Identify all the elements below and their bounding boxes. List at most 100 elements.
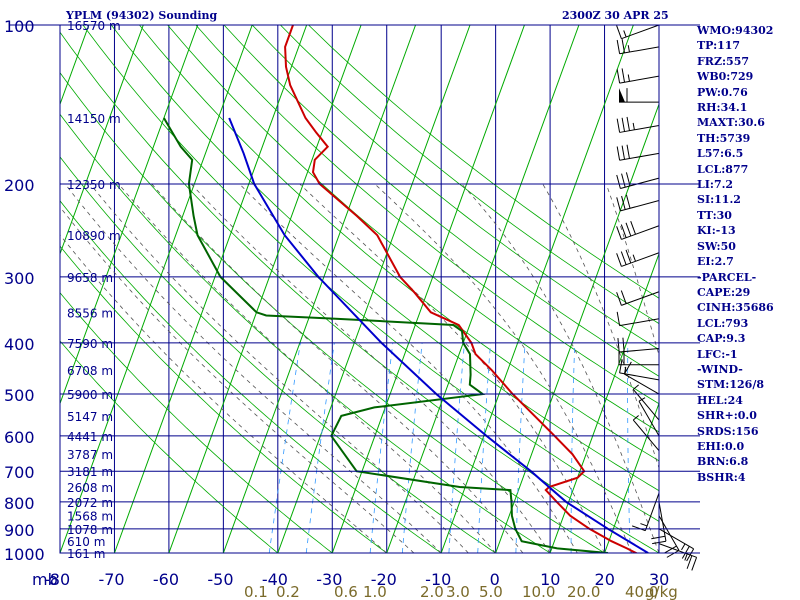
x-axis-unit: mb <box>32 570 58 589</box>
mixing-ratio-line <box>369 342 394 553</box>
wind-barb-shaft <box>621 252 660 267</box>
dry-adiabat <box>110 25 659 492</box>
index-item: BRN:6.8 <box>697 455 749 469</box>
mixing-ratio-line <box>268 342 301 553</box>
dry-adiabat <box>60 113 551 553</box>
dry-adiabat <box>308 25 659 299</box>
index-item: LCL:877 <box>697 162 749 176</box>
wind-barb-flag <box>626 116 630 131</box>
height-label: 5147 m <box>67 410 113 424</box>
wind-barb <box>616 116 660 133</box>
skewed-isotherm <box>168 25 362 553</box>
wind-barb-half-flag <box>627 45 630 53</box>
index-item: SI:11.2 <box>697 193 741 207</box>
skewed-isotherm <box>60 25 199 405</box>
height-label: 6708 m <box>67 364 113 378</box>
wind-barb-flag <box>616 253 622 267</box>
height-label: 10890 m <box>67 229 121 243</box>
wind-barb-shaft <box>619 372 660 381</box>
wind-barb <box>616 39 660 55</box>
wind-barb-flag <box>631 525 646 532</box>
moist-adiabat <box>151 183 524 553</box>
sounding-time: 2300Z 30 APR 25 <box>562 9 669 22</box>
pressure-tick-label: 500 <box>4 386 35 405</box>
wind-barb-half-flag <box>632 384 639 390</box>
skewed-isotherm <box>386 25 580 553</box>
wind-barb-flag <box>616 292 622 306</box>
temperature-tick-label: -80 <box>44 570 70 589</box>
wind-barb-flag <box>630 220 636 235</box>
wind-barb-shaft <box>619 75 660 84</box>
height-label: 5900 m <box>67 388 113 402</box>
skewed-isotherm <box>331 25 525 553</box>
mixing-ratio-label: 0.1 <box>244 583 268 600</box>
moist-adiabat <box>89 183 469 553</box>
index-item: WB0:729 <box>697 70 754 84</box>
temperature-tick-label: -50 <box>207 570 233 589</box>
wind-barb-flag <box>625 194 631 209</box>
wind-barb-shaft <box>621 24 660 40</box>
index-item: CAP:9.3 <box>697 332 746 346</box>
temperature-tick-label: -20 <box>371 570 397 589</box>
dry-adiabat <box>139 25 659 462</box>
index-item: L57:6.5 <box>697 147 744 161</box>
indices-panel: WMO:94302 TP:117 FRZ:557 WB0:729 PW:0.76 RH:3… <box>697 23 774 485</box>
wind-barb-shaft <box>624 373 660 395</box>
skewed-isotherm <box>604 401 659 553</box>
wind-barb-flag <box>681 546 690 559</box>
dry-adiabat <box>82 25 659 522</box>
wind-barb-flag <box>691 557 698 571</box>
wind-barb-flag <box>616 174 621 189</box>
pressure-tick-label: 1000 <box>4 545 45 564</box>
moist-adiabat <box>374 183 633 553</box>
skewed-isotherm <box>549 252 659 553</box>
temperature-tick-label: 30 <box>649 570 669 589</box>
wind-barb-shaft <box>619 348 660 353</box>
wind-barb <box>631 492 660 532</box>
wind-barb-shaft <box>620 200 660 212</box>
mixing-ratio-line <box>305 342 335 553</box>
wind-barb-flag <box>620 224 627 238</box>
dry-adiabat <box>280 25 659 325</box>
height-label: 7590 m <box>67 337 113 351</box>
wind-barb-flag <box>666 549 680 558</box>
skewed-isotherm <box>113 25 308 553</box>
wind-barb <box>658 515 680 558</box>
wind-barb-flag <box>621 68 626 83</box>
pressure-tick-label: 600 <box>4 428 35 447</box>
wind-barb-shaft <box>658 528 694 550</box>
wind-barb-shaft <box>619 152 660 161</box>
temperature-tick-label: -70 <box>98 570 124 589</box>
wind-barb-half-flag <box>684 553 688 561</box>
wind-barb-shaft <box>644 492 660 531</box>
wind-barb-flag <box>625 222 632 237</box>
wind-barb <box>616 194 660 212</box>
index-item: EI:2.7 <box>697 255 734 269</box>
wind-barb-flag <box>621 39 626 54</box>
temperature-tick-label: -30 <box>316 570 342 589</box>
wind-barb <box>616 68 660 84</box>
index-item: CAPE:29 <box>697 285 751 299</box>
wind-barb-half-flag <box>632 254 636 262</box>
dry-adiabat <box>60 156 496 553</box>
height-label: 1078 m <box>67 523 113 537</box>
mixing-ratio-line <box>570 342 576 553</box>
index-item: WMO:94302 <box>697 24 774 37</box>
dry-adiabat <box>60 31 659 553</box>
wind-barb <box>618 350 659 366</box>
skewed-isotherm <box>60 25 253 553</box>
height-label: 4441 m <box>67 430 113 444</box>
skewed-isotherm <box>60 25 144 256</box>
wind-barb-shaft <box>619 125 660 133</box>
dry-adiabat <box>167 25 659 433</box>
wind-barb-flag <box>623 361 632 375</box>
index-item: LFC:-1 <box>697 347 738 361</box>
index-item: TP:117 <box>697 39 741 53</box>
index-item: LCL:793 <box>697 316 749 330</box>
height-label: 161 m <box>67 547 105 561</box>
wind-barb <box>616 144 660 161</box>
height-label: 3181 m <box>67 465 113 479</box>
index-item: KI:-13 <box>697 224 736 238</box>
skewed-isotherm <box>222 25 417 553</box>
dry-adiabat <box>251 25 659 351</box>
